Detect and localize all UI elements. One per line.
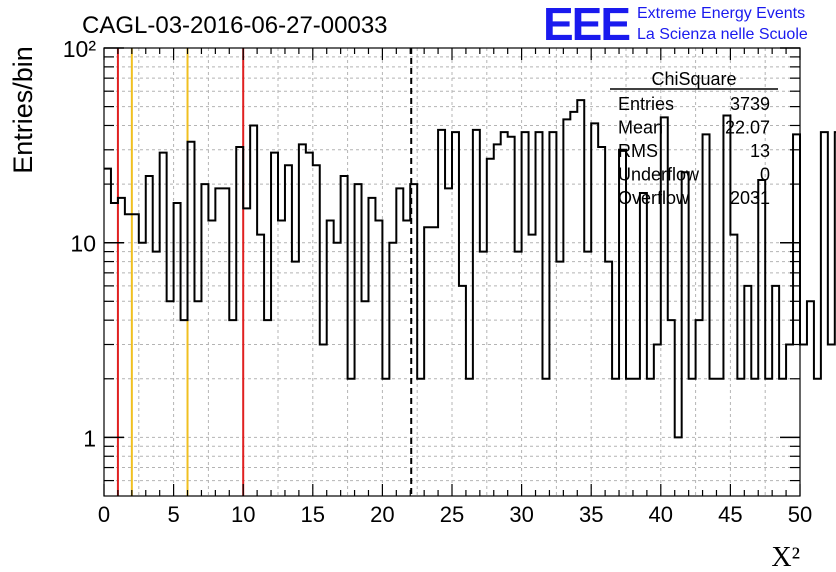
x-tick-label: 25	[440, 502, 464, 527]
y-tick-label: 1	[83, 425, 96, 451]
stats-box: ChiSquare Entries 3739 Mean 22.07 RMS 13 Under…	[610, 69, 778, 208]
stats-label: Entries	[618, 94, 674, 114]
stats-value: 2031	[730, 188, 770, 208]
histogram-step-line	[104, 99, 836, 439]
logo-line-1: Extreme Energy Events	[637, 5, 805, 22]
logo-line-2: La Scienza nelle Scuole	[637, 26, 808, 43]
tick-labels: 0 5 10 15 20 25 30 35 40 45 50 1 10 10²	[63, 36, 812, 527]
stats-label: Overflow	[618, 188, 690, 208]
stats-value: 0	[760, 165, 770, 185]
y-tick-label: 10²	[63, 36, 97, 62]
x-tick-label: 50	[788, 502, 812, 527]
stats-label: Underflow	[618, 165, 700, 185]
y-tick-label: 10	[70, 231, 96, 257]
x-tick-label: 30	[509, 502, 533, 527]
x-tick-label: 15	[301, 502, 325, 527]
eee-logo-icon: EEE	[543, 0, 629, 50]
x-tick-label: 20	[370, 502, 394, 527]
stats-label: Mean	[618, 118, 663, 138]
x-tick-label: 0	[98, 502, 110, 527]
grid-lines	[104, 48, 800, 496]
x-tick-label: 45	[718, 502, 742, 527]
histogram-series	[104, 99, 836, 439]
axis-ticks	[103, 47, 801, 496]
x-tick-label: 10	[231, 502, 255, 527]
y-axis-label: Entries/bin	[8, 46, 38, 174]
stats-value: 13	[750, 141, 770, 161]
x-tick-label: 5	[167, 502, 179, 527]
stats-label: RMS	[618, 141, 658, 161]
stats-value: 3739	[730, 94, 770, 114]
x-axis-label: X²	[771, 542, 800, 572]
stats-value: 22.07	[725, 118, 770, 138]
reference-lines	[116, 48, 413, 496]
x-tick-label: 40	[649, 502, 673, 527]
x-tick-label: 35	[579, 502, 603, 527]
run-title: CAGL-03-2016-06-27-00033	[82, 12, 388, 39]
stats-rows: Entries 3739 Mean 22.07 RMS 13 Underflow 0 Overf…	[618, 94, 770, 208]
stats-title: ChiSquare	[651, 69, 736, 89]
